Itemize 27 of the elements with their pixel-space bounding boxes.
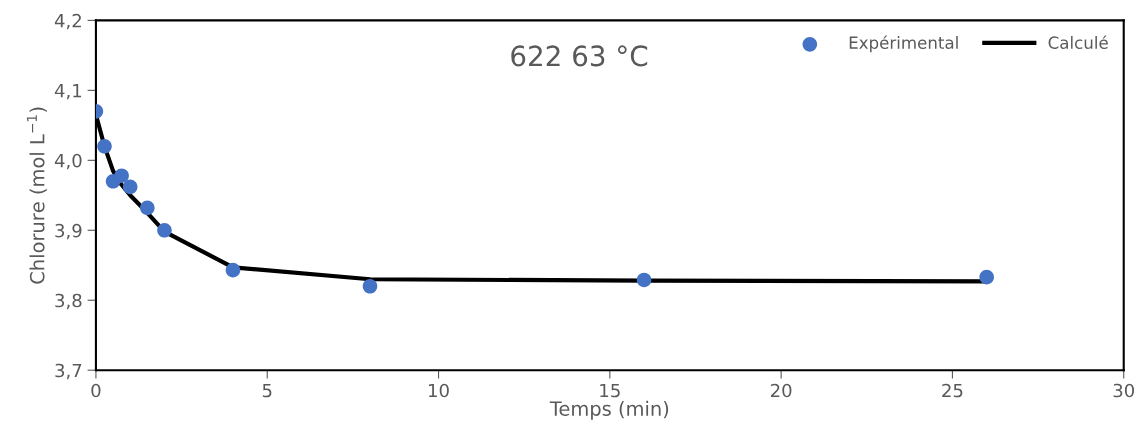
point bbox=[97, 139, 112, 154]
legend-label: Expérimental bbox=[849, 35, 958, 53]
x-tick-label: 0 bbox=[91, 383, 101, 398]
x-tick-label: 10 bbox=[429, 383, 449, 398]
text: 622 63 °C bbox=[511, 45, 648, 67]
point bbox=[362, 278, 378, 294]
legend-label: Calculé bbox=[1048, 35, 1108, 49]
y-tick-label: 4,2 bbox=[54, 13, 81, 30]
point bbox=[636, 272, 652, 288]
y-tick-label: 4,1 bbox=[54, 84, 82, 100]
y-axis-title: Chlorure (mol L$^{−1}$) bbox=[26, 107, 47, 284]
point bbox=[157, 223, 172, 238]
point bbox=[225, 262, 241, 278]
y-tick-label: 3,8 bbox=[55, 293, 82, 310]
point bbox=[979, 269, 994, 285]
point bbox=[114, 168, 129, 183]
y-tick-label: 3,9 bbox=[55, 223, 82, 240]
y-tick-label: 4,0 bbox=[54, 153, 82, 170]
x-tick-label: 25 bbox=[942, 383, 963, 398]
point bbox=[122, 179, 138, 195]
x-tick-label: 20 bbox=[770, 383, 792, 398]
point bbox=[140, 200, 155, 216]
x-axis-title: Temps (min) bbox=[549, 400, 669, 420]
x-tick-label: 5 bbox=[262, 383, 272, 398]
y-tick-label: 3,7 bbox=[55, 363, 82, 380]
x-tick-label: 30 bbox=[1113, 383, 1135, 398]
x-tick-label: 15 bbox=[600, 383, 620, 398]
